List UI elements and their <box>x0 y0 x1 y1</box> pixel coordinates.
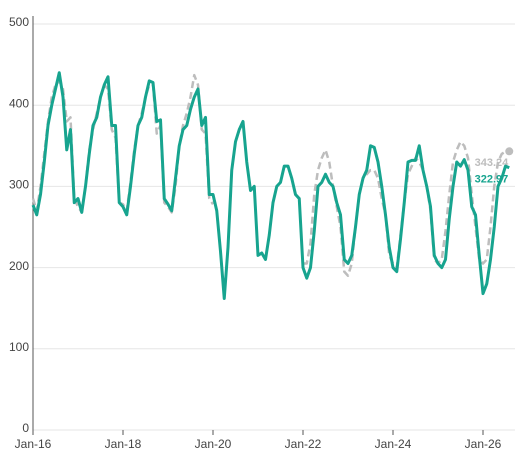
x-tick-label: Jan-22 <box>285 437 322 451</box>
x-tick-label: Jan-16 <box>15 437 52 451</box>
end-value-label: 343.24 <box>475 157 510 169</box>
end-marker <box>505 147 514 156</box>
end-value-label: 322.97 <box>475 174 509 186</box>
x-tick-label: Jan-24 <box>375 437 412 451</box>
y-tick-label: 0 <box>22 421 29 435</box>
series-line <box>31 71 510 300</box>
x-tick-label: Jan-20 <box>195 437 232 451</box>
x-tick-label: Jan-26 <box>465 437 502 451</box>
y-tick-label: 100 <box>9 340 29 354</box>
x-tick-label: Jan-18 <box>105 437 142 451</box>
y-tick-label: 200 <box>9 259 29 273</box>
y-tick-label: 400 <box>9 96 29 110</box>
y-tick-label: 300 <box>9 178 29 192</box>
y-tick-label: 500 <box>9 15 29 29</box>
